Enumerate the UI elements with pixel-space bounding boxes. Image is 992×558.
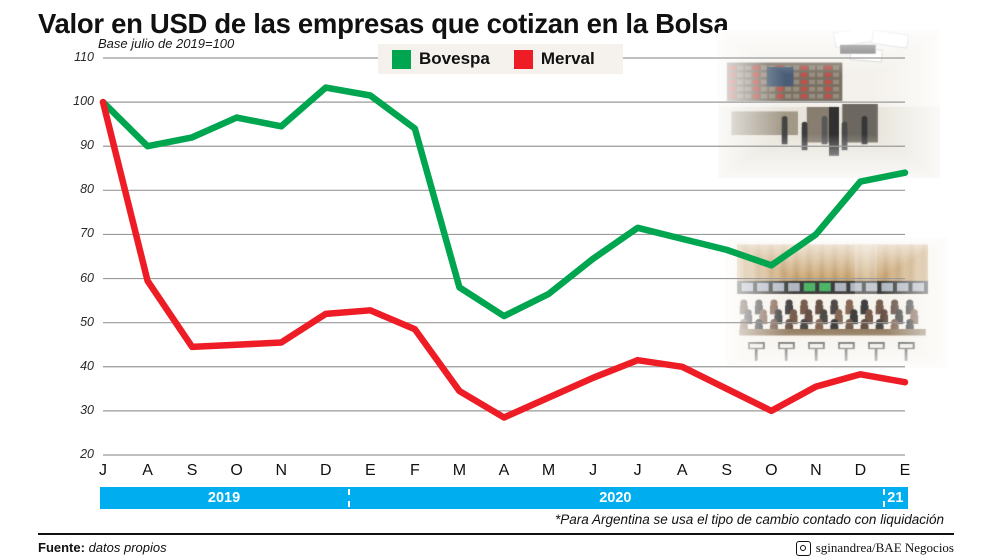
footer-divider — [38, 533, 954, 535]
x-axis-tick: O — [230, 462, 243, 479]
page-title: Valor en USD de las empresas que cotizan… — [38, 8, 729, 39]
source-line: Fuente: datos propios — [38, 540, 167, 555]
year-label-2020: 2020 — [599, 490, 632, 506]
series-line-bovespa — [99, 84, 909, 320]
legend-label-merval: Merval — [540, 49, 595, 68]
credit-text: sginandrea/BAE Negocios — [815, 540, 954, 555]
y-axis-tick: 30 — [80, 402, 94, 417]
x-axis-tick: F — [409, 462, 420, 479]
source-label: Fuente: — [38, 540, 85, 555]
x-axis-tick: J — [633, 462, 642, 479]
x-axis-tick: A — [142, 462, 153, 479]
legend-item-merval: Merval — [513, 49, 595, 69]
x-axis-tick: E — [899, 462, 911, 479]
y-axis-tick: 20 — [80, 447, 94, 461]
y-axis-tick: 50 — [80, 314, 94, 329]
instagram-icon — [795, 540, 811, 556]
year-divider — [882, 489, 885, 507]
y-axis-tick: 70 — [80, 226, 94, 241]
y-axis-tick: 100 — [73, 94, 94, 109]
year-divider — [348, 489, 351, 507]
x-axis-tick: D — [854, 462, 867, 479]
x-axis-tick: S — [186, 462, 198, 479]
chart-legend: Bovespa Merval — [378, 44, 623, 74]
y-axis-tick: 90 — [80, 138, 94, 153]
x-axis-tick: N — [275, 462, 287, 479]
x-axis-tick: M — [452, 462, 467, 479]
source-value: datos propios — [88, 540, 167, 555]
x-axis-tick: A — [676, 462, 688, 479]
year-band-bar: 2019 2020 21 — [100, 487, 908, 509]
x-axis-tick: J — [99, 462, 107, 479]
x-axis-tick: E — [364, 462, 376, 479]
legend-swatch-bovespa — [392, 49, 411, 69]
year-label-21: 21 — [887, 490, 904, 506]
x-axis-tick: M — [541, 462, 556, 479]
year-label-2019: 2019 — [207, 490, 241, 506]
x-axis-tick: N — [810, 462, 822, 479]
series-line-merval — [99, 98, 909, 421]
legend-item-bovespa: Bovespa — [392, 49, 490, 69]
y-axis-tick: 40 — [80, 358, 94, 373]
chart-footnote: *Para Argentina se usa el tipo de cambio… — [554, 512, 944, 527]
y-axis-tick: 80 — [80, 182, 94, 197]
chart-subtitle: Base julio de 2019=100 — [98, 36, 235, 51]
x-axis-tick: A — [498, 462, 510, 479]
credit-line: sginandrea/BAE Negocios — [795, 540, 954, 556]
legend-swatch-merval — [513, 49, 533, 69]
x-axis-tick: O — [765, 462, 778, 479]
x-axis-tick: D — [319, 462, 332, 479]
y-axis-tick: 110 — [74, 50, 94, 64]
y-axis-tick: 60 — [80, 270, 94, 285]
trading-floor-photo-top — [718, 30, 940, 178]
x-axis-tick: J — [589, 462, 598, 479]
x-axis-tick: S — [721, 462, 733, 479]
legend-label-bovespa: Bovespa — [419, 49, 490, 68]
